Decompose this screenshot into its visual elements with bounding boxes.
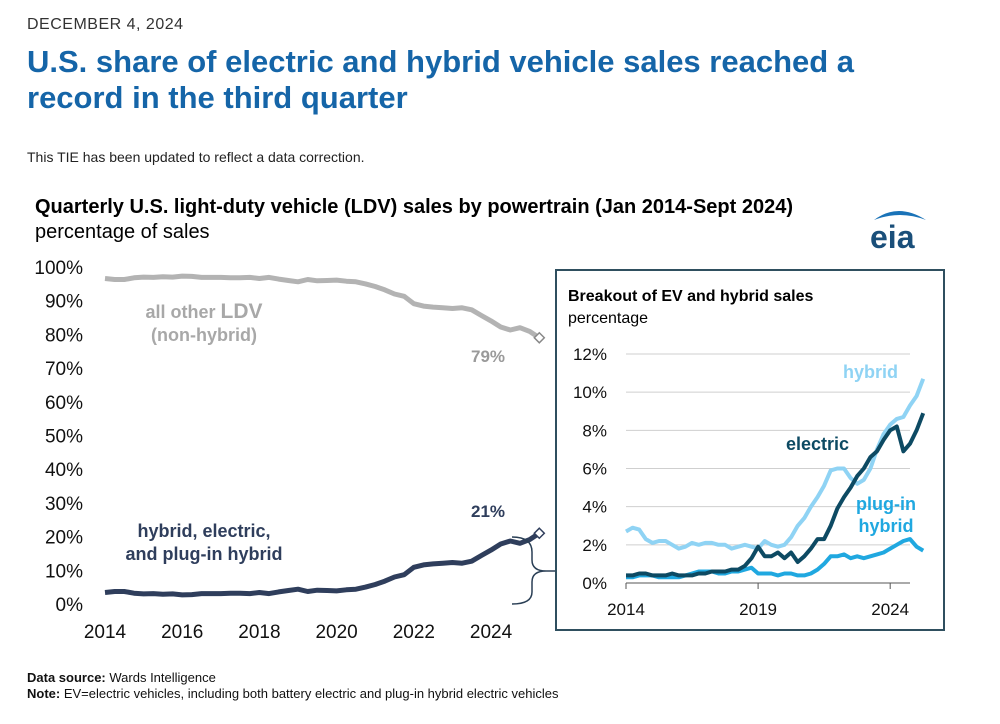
series-line-all-other-ldv — [104, 273, 541, 340]
inset-x-tick-label: 2019 — [739, 600, 777, 619]
x-tick-label: 2018 — [238, 622, 280, 643]
series-label-combined-line1: hybrid, electric, — [137, 521, 270, 541]
end-label-all-other: 79% — [471, 347, 505, 366]
series-label-combined-line2: and plug-in hybrid — [126, 544, 283, 564]
y-tick-label: 50% — [45, 427, 83, 448]
publication-date: DECEMBER 4, 2024 — [27, 16, 184, 33]
inset-y-tick-label: 2% — [582, 536, 607, 555]
footnote: Note: EV=electric vehicles, including bo… — [27, 686, 559, 701]
series-line-plugin-hybrid — [626, 537, 925, 580]
series-line-hybrid-electric-plugin — [104, 531, 541, 598]
update-note: This TIE has been updated to reflect a d… — [27, 149, 365, 165]
series-label-plugin-line2: hybrid — [858, 516, 913, 536]
inset-y-tick-label: 0% — [582, 574, 607, 593]
end-label-combined: 21% — [471, 502, 505, 521]
main-chart: 0% 10% 20% 30% 40% 50% 60% 70% 80% 90% 100% 2014 201… — [34, 258, 546, 643]
series-line-electric — [626, 412, 926, 578]
data-source-note: Data source: Wards Intelligence — [27, 670, 216, 685]
y-tick-label: 70% — [45, 359, 83, 380]
logo-swoosh-icon — [874, 211, 926, 220]
y-tick-label: 60% — [45, 393, 83, 414]
x-tick-label: 2024 — [470, 622, 513, 643]
end-marker-all-other — [533, 331, 546, 344]
callout-bracket — [511, 536, 556, 605]
inset-x-tick-label: 2024 — [871, 600, 909, 619]
eia-logo[interactable]: eia — [868, 204, 930, 252]
inset-y-tick-label: 6% — [582, 460, 607, 479]
y-tick-label: 100% — [34, 258, 83, 279]
y-tick-label: 90% — [45, 292, 83, 313]
y-tick-label: 20% — [45, 528, 83, 549]
y-tick-label: 0% — [56, 595, 84, 616]
inset-title: Breakout of EV and hybrid sales — [568, 288, 814, 305]
inset-y-tick-label: 8% — [582, 421, 607, 440]
inset-y-tick-label: 4% — [582, 498, 607, 517]
x-tick-label: 2016 — [161, 622, 203, 643]
inset-y-tick-label: 10% — [573, 383, 607, 402]
series-label-all-other-part: all other — [145, 302, 220, 322]
chart-subtitle: percentage of sales — [35, 221, 210, 243]
series-label-all-other: all other LDV — [145, 300, 262, 323]
series-label-all-other-line2: (non-hybrid) — [151, 325, 257, 345]
inset-subtitle: percentage — [568, 310, 648, 327]
chart-title: Quarterly U.S. light-duty vehicle (LDV) … — [35, 196, 794, 218]
y-tick-label: 80% — [45, 325, 83, 346]
series-line-hybrid — [625, 378, 926, 551]
y-tick-label: 30% — [45, 494, 83, 515]
bracket-brace — [511, 536, 547, 605]
inset-x-tick-label: 2014 — [607, 600, 645, 619]
series-label-hybrid: hybrid — [843, 362, 898, 382]
page-title: U.S. share of electric and hybrid vehicl… — [27, 44, 855, 115]
series-label-all-other-ldv: LDV — [221, 300, 263, 323]
y-tick-label: 10% — [45, 561, 83, 582]
x-tick-label: 2020 — [315, 622, 357, 643]
x-tick-label: 2014 — [84, 622, 127, 643]
x-tick-label: 2022 — [393, 622, 435, 643]
inset-y-tick-label: 12% — [573, 345, 607, 364]
end-marker-combined — [533, 527, 546, 540]
series-label-plugin-line1: plug-in — [856, 494, 916, 514]
inset-chart: Breakout of EV and hybrid sales percentag… — [555, 269, 945, 631]
y-tick-label: 40% — [45, 460, 83, 481]
logo-text: eia — [870, 219, 915, 252]
series-label-electric: electric — [786, 434, 849, 454]
